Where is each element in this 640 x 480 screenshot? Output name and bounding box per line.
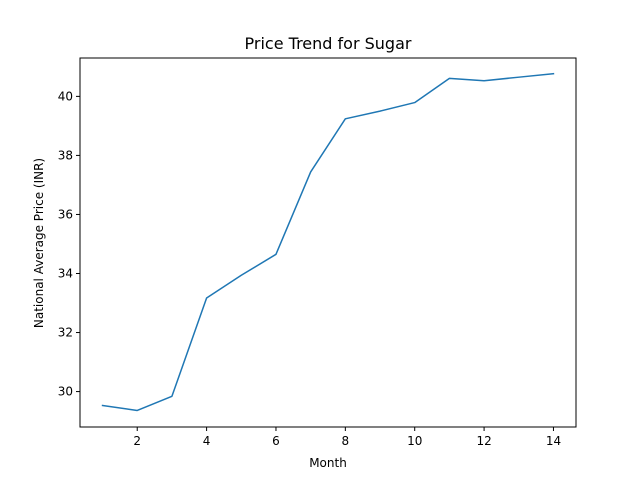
axes-frame (79, 57, 577, 428)
plot-area: 2 4 6 8 10 12 14 30 32 34 36 38 40 (58, 57, 577, 448)
y-tick-label: 32 (58, 326, 73, 340)
x-tick-label: 2 (133, 434, 141, 448)
x-tick-label: 14 (546, 434, 561, 448)
x-tick-label: 4 (203, 434, 211, 448)
y-tick-label: 38 (58, 148, 73, 162)
y-tick-label: 34 (58, 266, 73, 280)
x-axis-title: Month (309, 456, 347, 470)
chart-title: Price Trend for Sugar (245, 34, 412, 53)
x-tick-label: 8 (342, 434, 350, 448)
y-axis-title: National Average Price (INR) (32, 158, 46, 328)
y-tick-label: 30 (58, 385, 73, 399)
x-tick-label: 10 (407, 434, 422, 448)
series-line-0 (101, 72, 555, 412)
x-tick-label: 12 (476, 434, 491, 448)
y-tick-label: 36 (58, 207, 73, 221)
y-tick-label: 40 (58, 89, 73, 103)
x-tick-label: 6 (272, 434, 280, 448)
